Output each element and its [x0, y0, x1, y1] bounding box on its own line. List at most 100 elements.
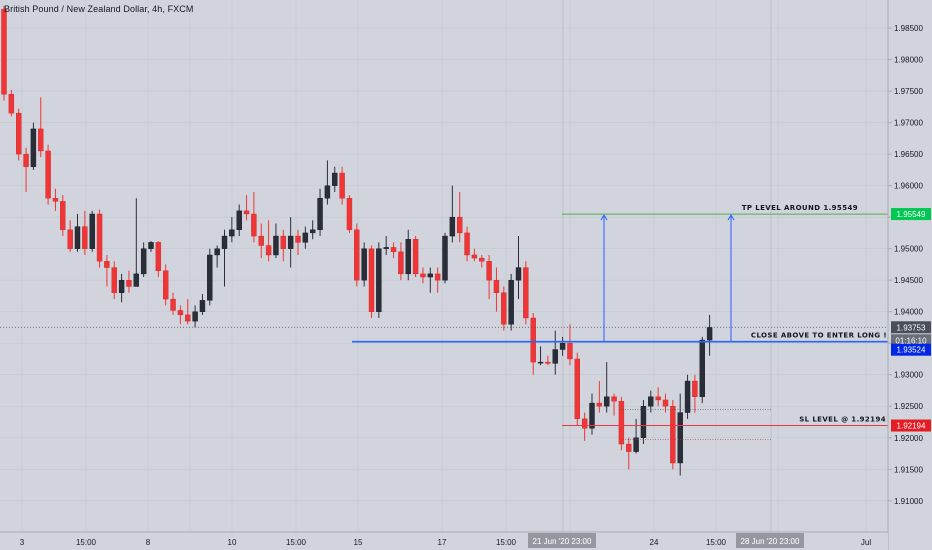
candle[interactable] — [111, 261, 117, 300]
candle[interactable] — [38, 97, 44, 158]
candle[interactable] — [567, 324, 573, 366]
time-axis[interactable]: 315:00815:001015:00151715:00222415:0029J… — [0, 531, 888, 550]
candle[interactable] — [618, 396, 625, 451]
candles[interactable] — [1, 6, 713, 476]
candle[interactable] — [52, 188, 59, 211]
candle[interactable] — [611, 393, 617, 416]
candle[interactable] — [412, 236, 419, 278]
candle[interactable] — [229, 217, 235, 243]
candle[interactable] — [427, 267, 433, 293]
candle[interactable] — [640, 399, 647, 445]
candle[interactable] — [310, 220, 316, 240]
candle[interactable] — [67, 220, 73, 252]
candle[interactable] — [501, 286, 507, 331]
candle[interactable] — [287, 217, 294, 268]
candle[interactable] — [442, 232, 448, 284]
candle[interactable] — [390, 242, 397, 259]
candle[interactable] — [1, 6, 7, 101]
candle[interactable] — [89, 210, 95, 252]
candle[interactable] — [449, 185, 456, 243]
candle[interactable] — [243, 195, 250, 221]
candle[interactable] — [670, 399, 676, 470]
candle[interactable] — [596, 381, 603, 413]
candle[interactable] — [604, 362, 610, 413]
candle[interactable] — [104, 254, 110, 287]
candle[interactable] — [280, 229, 286, 262]
candle[interactable] — [530, 312, 536, 375]
candle[interactable] — [207, 248, 213, 306]
candle[interactable] — [677, 393, 683, 476]
candle[interactable] — [361, 242, 367, 287]
candle[interactable] — [295, 229, 301, 255]
candle[interactable] — [692, 374, 698, 413]
candle[interactable] — [346, 195, 353, 233]
candle[interactable] — [574, 352, 580, 426]
candle[interactable] — [655, 387, 661, 407]
candle[interactable] — [317, 188, 323, 237]
candle[interactable] — [273, 223, 279, 259]
target-arrows[interactable] — [600, 214, 735, 342]
candle[interactable] — [383, 236, 389, 255]
candle[interactable] — [552, 330, 558, 375]
candle[interactable] — [545, 355, 551, 366]
candle[interactable] — [581, 412, 588, 441]
candle[interactable] — [236, 204, 242, 237]
candle[interactable] — [457, 191, 463, 243]
candle[interactable] — [332, 166, 338, 192]
candle[interactable] — [96, 209, 103, 268]
candle[interactable] — [23, 147, 29, 192]
candle[interactable] — [258, 223, 264, 259]
candle[interactable] — [302, 226, 309, 249]
candle[interactable] — [523, 261, 529, 325]
candle[interactable] — [140, 242, 147, 278]
candle[interactable] — [251, 191, 257, 243]
candle[interactable] — [118, 273, 125, 303]
candle[interactable] — [155, 241, 162, 278]
candle[interactable] — [662, 393, 669, 413]
candle[interactable] — [126, 270, 132, 293]
candle[interactable] — [515, 236, 522, 300]
candle[interactable] — [493, 267, 500, 312]
candle[interactable] — [684, 374, 691, 419]
level-lines[interactable]: TP LEVEL AROUND 1.95549 CLOSE ABOVE TO EN… — [0, 204, 888, 440]
candle[interactable] — [133, 198, 140, 287]
candle[interactable] — [324, 160, 331, 205]
candle[interactable] — [508, 273, 514, 331]
candle[interactable] — [648, 390, 654, 413]
candle[interactable] — [185, 299, 191, 325]
candle[interactable] — [60, 195, 66, 237]
candle[interactable] — [30, 122, 37, 170]
candle[interactable] — [214, 245, 220, 268]
candle[interactable] — [420, 267, 426, 284]
price-axis[interactable]: 1.98500 1.98000 1.97500 1.97000 1.96500 1.960… — [887, 0, 932, 550]
candle[interactable] — [559, 336, 566, 356]
candle[interactable] — [434, 267, 441, 293]
candle[interactable] — [8, 89, 15, 117]
candle[interactable] — [706, 314, 713, 356]
candle[interactable] — [82, 210, 88, 255]
candle[interactable] — [162, 264, 169, 306]
candle[interactable] — [486, 254, 492, 300]
candle[interactable] — [589, 393, 595, 435]
candle[interactable] — [479, 254, 485, 268]
candle[interactable] — [464, 226, 470, 262]
candle[interactable] — [633, 418, 639, 454]
candle[interactable] — [398, 242, 404, 281]
candle[interactable] — [626, 437, 632, 470]
candle[interactable] — [537, 346, 544, 366]
candle[interactable] — [471, 248, 478, 262]
candle[interactable] — [177, 305, 184, 325]
candle[interactable] — [376, 242, 382, 318]
candle[interactable] — [368, 245, 375, 318]
candle[interactable] — [45, 144, 51, 205]
candle[interactable] — [405, 229, 411, 281]
candle[interactable] — [192, 305, 198, 328]
candle[interactable] — [354, 223, 360, 287]
candle[interactable] — [74, 214, 81, 252]
candle[interactable] — [699, 336, 705, 404]
candle[interactable] — [170, 292, 176, 315]
candle[interactable] — [16, 108, 22, 161]
candle[interactable] — [199, 294, 206, 315]
